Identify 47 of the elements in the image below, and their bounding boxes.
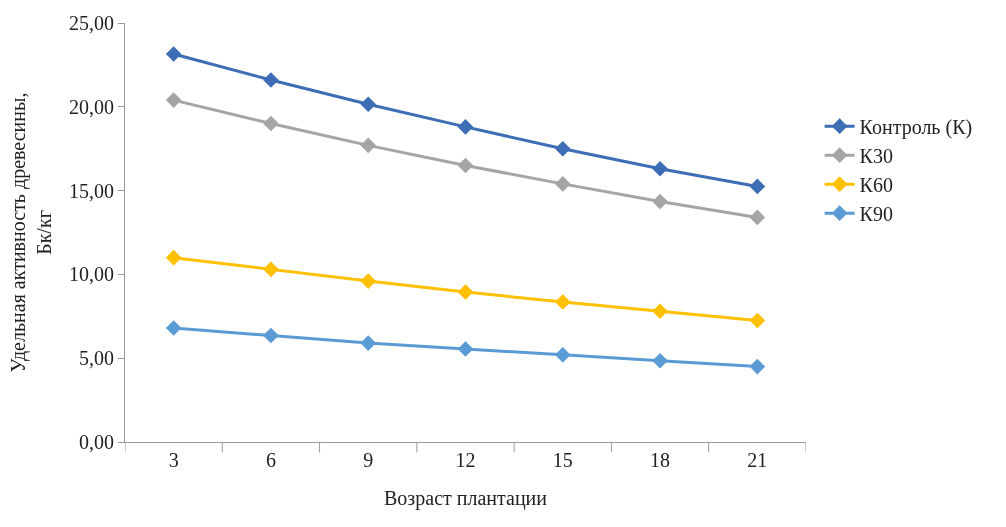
legend-label: К30 [859,144,893,167]
point [652,303,668,320]
point [263,261,279,278]
point [165,249,182,266]
y-tick-label: 15,00 [69,179,114,202]
point [165,320,182,336]
y-tick-label: 25,00 [69,12,114,34]
x-axis-title: Возраст плантации [384,486,548,510]
point [360,96,377,113]
point [457,284,474,300]
point [360,335,377,351]
point [652,193,668,210]
y-tick-label: 10,00 [69,263,114,286]
point [554,140,571,157]
y-axis-title: Удельная активность древесины, Бк/кг [6,92,55,373]
point [165,46,182,62]
point [749,312,766,329]
point [652,352,668,369]
y-tick-label: 5,00 [79,347,114,370]
x-tick-label: 18 [650,449,671,471]
x-tick-label: 3 [168,449,179,471]
x-tick-label: 6 [265,449,276,471]
x-tick-label: 21 [747,449,768,471]
point [652,161,668,177]
point [749,209,766,226]
x-tick-label: 15 [552,449,573,471]
point [360,137,377,154]
point [457,157,474,174]
y-tick-label: 20,00 [69,95,114,118]
x-tick-label: 9 [363,449,374,471]
x-tick-label: 12 [455,449,476,471]
point [554,176,571,192]
point [263,115,279,132]
legend-label: Контроль (К) [859,115,973,139]
y-tick-label: 0,00 [79,431,114,453]
point [263,72,279,88]
point [165,92,182,108]
point [457,341,474,357]
point [360,273,377,289]
point [749,358,766,375]
point [263,327,279,344]
point [457,119,474,135]
legend-label: К90 [859,202,893,225]
point [554,294,571,310]
point [554,347,571,363]
point [749,178,766,195]
legend-label: К60 [859,173,893,196]
